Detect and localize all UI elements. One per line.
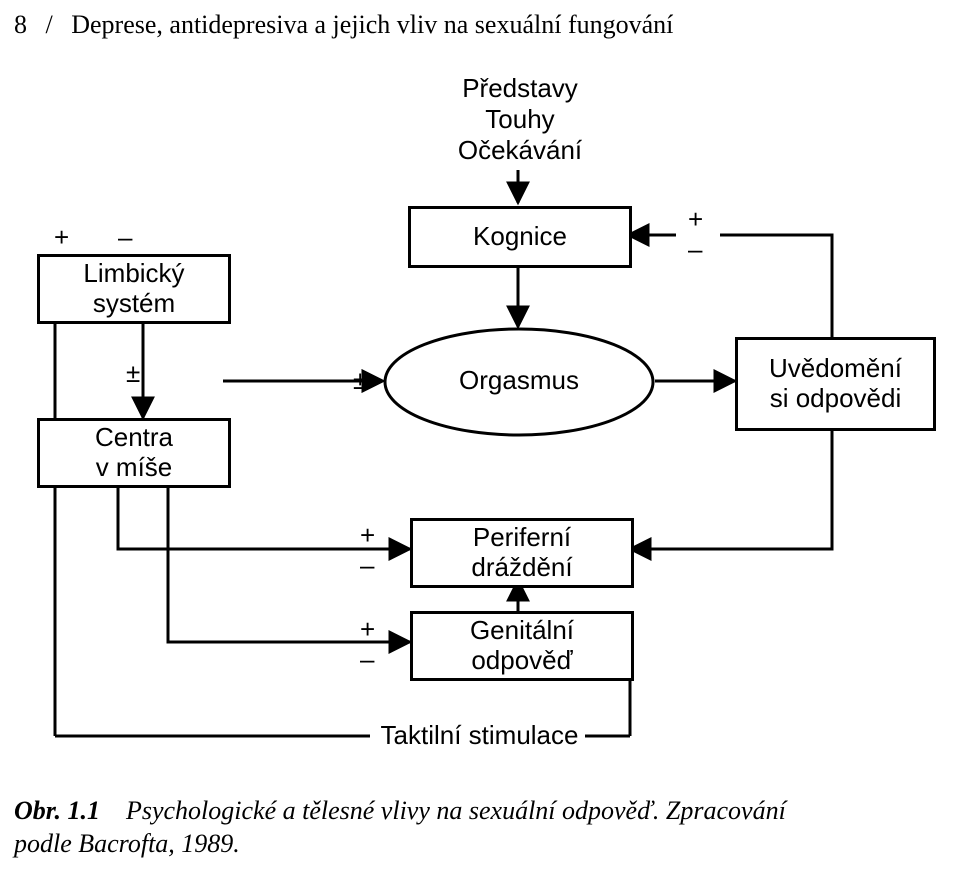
orgasmus-label: Orgasmus (383, 365, 655, 396)
node-periferni: Periferní dráždění (410, 518, 634, 588)
caption-text-b: podle Bacrofta, 1989. (14, 829, 240, 858)
sign-kognice-minus: – (688, 234, 702, 265)
node-genitalni: Genitální odpověď (410, 611, 634, 681)
sign-genitalni-plus: + (360, 614, 375, 645)
node-kognice: Kognice (408, 206, 632, 268)
limbicky-l1: Limbický (83, 259, 184, 289)
sign-limbicky-plus: + (54, 222, 69, 253)
centra-l2: v míše (96, 453, 173, 483)
sign-kognice-plus: + (688, 204, 703, 235)
sign-periferni-minus: – (360, 550, 374, 581)
kognice-label: Kognice (473, 222, 567, 252)
sign-pm-left: ± (126, 358, 140, 389)
centra-l1: Centra (95, 423, 173, 453)
node-uvedomeni: Uvědomění si odpovědi (735, 337, 936, 431)
sign-periferni-plus: + (360, 520, 375, 551)
limbicky-l2: systém (93, 289, 175, 319)
node-limbicky: Limbický systém (37, 254, 231, 324)
periferni-l1: Periferní (473, 523, 571, 553)
genitalni-l2: odpověď (471, 646, 572, 676)
sign-genitalni-minus: – (360, 644, 374, 675)
caption-label: Obr. 1.1 (14, 796, 100, 825)
caption-text-a: Psychologické a tělesné vlivy na sexuáln… (126, 796, 786, 825)
taktilni-label: Taktilní stimulace (372, 720, 587, 751)
figure-caption: Obr. 1.1 Psychologické a tělesné vlivy n… (14, 795, 944, 860)
sign-pm-orgasmus: ± (353, 365, 367, 396)
genitalni-l1: Genitální (470, 616, 574, 646)
node-centra: Centra v míše (37, 418, 231, 488)
periferni-l2: dráždění (471, 553, 572, 583)
uvedomeni-l1: Uvědomění (769, 354, 902, 384)
uvedomeni-l2: si odpovědi (770, 384, 902, 414)
sign-limbicky-minus: – (118, 222, 132, 253)
